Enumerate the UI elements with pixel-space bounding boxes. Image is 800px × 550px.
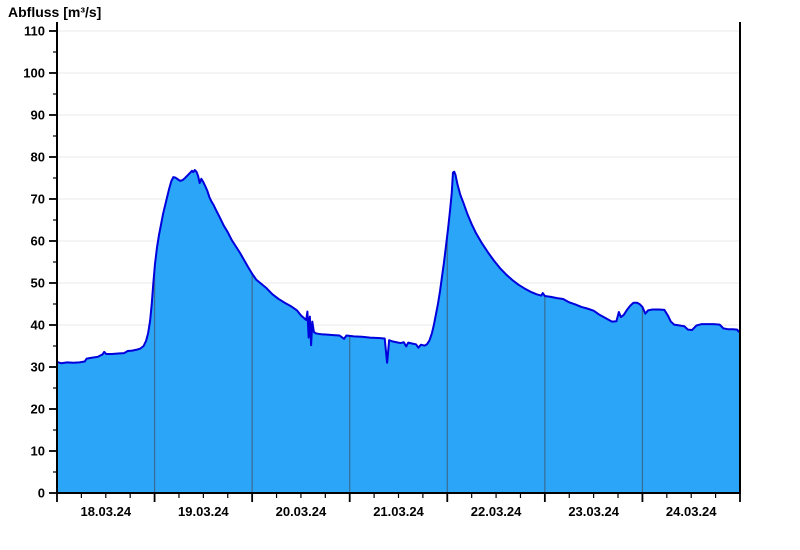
series-outline	[56, 169, 741, 365]
x-tick-label: 19.03.24	[178, 504, 229, 519]
y-tick-label: 110	[24, 23, 45, 38]
y-tick-label: 50	[31, 275, 45, 290]
y-tick-label: 10	[31, 443, 45, 458]
y-axis-ticks	[49, 30, 57, 494]
x-tick-label: 20.03.24	[276, 504, 327, 519]
x-tick-label: 24.03.24	[666, 504, 717, 519]
y-tick-label: 20	[31, 401, 45, 416]
y-tick-label: 70	[31, 191, 45, 206]
area-series	[57, 170, 740, 493]
y-tick-label: 80	[31, 149, 45, 164]
chart-title: Abfluss [m³/s]	[8, 4, 102, 20]
y-tick-label: 30	[31, 359, 45, 374]
y-tick-label: 60	[31, 233, 45, 248]
x-tick-labels: 18.03.24 19.03.24 20.03.24 21.03.24 22.03.24…	[80, 504, 717, 519]
x-tick-label: 23.03.24	[568, 504, 619, 519]
y-tick-label: 90	[31, 107, 45, 122]
y-tick-label: 0	[38, 486, 45, 501]
y-tick-label: 100	[23, 65, 45, 80]
x-tick-label: 21.03.24	[373, 504, 424, 519]
y-tick-labels: 0 10 20 30 40 50 60 70 80 90 100 110	[23, 23, 45, 500]
axes	[56, 22, 741, 494]
y-tick-label: 40	[31, 317, 45, 332]
x-axis-ticks	[56, 494, 741, 502]
x-tick-label: 22.03.24	[471, 504, 522, 519]
x-tick-label: 18.03.24	[80, 504, 131, 519]
